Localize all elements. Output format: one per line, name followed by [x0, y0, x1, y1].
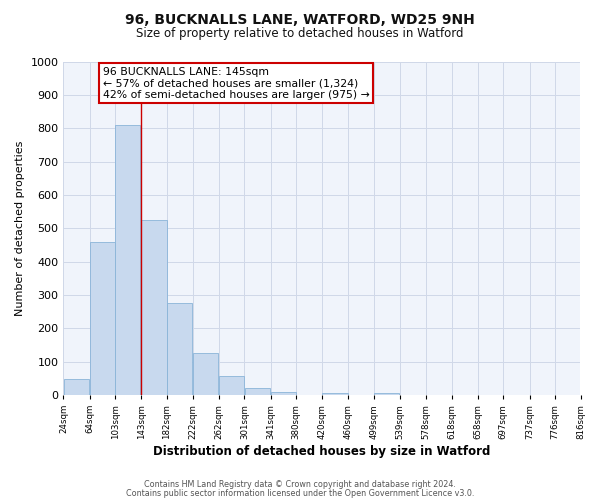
Text: Size of property relative to detached houses in Watford: Size of property relative to detached ho… — [136, 28, 464, 40]
Text: Contains public sector information licensed under the Open Government Licence v3: Contains public sector information licen… — [126, 488, 474, 498]
Bar — [245, 388, 270, 395]
Bar — [64, 380, 89, 395]
Bar — [322, 392, 347, 395]
X-axis label: Distribution of detached houses by size in Watford: Distribution of detached houses by size … — [153, 444, 491, 458]
Bar — [167, 304, 192, 395]
Bar — [271, 392, 296, 395]
Bar — [90, 242, 115, 395]
Bar — [115, 125, 140, 395]
Bar — [374, 394, 399, 395]
Bar — [193, 354, 218, 395]
Y-axis label: Number of detached properties: Number of detached properties — [15, 140, 25, 316]
Text: Contains HM Land Registry data © Crown copyright and database right 2024.: Contains HM Land Registry data © Crown c… — [144, 480, 456, 489]
Text: 96, BUCKNALLS LANE, WATFORD, WD25 9NH: 96, BUCKNALLS LANE, WATFORD, WD25 9NH — [125, 12, 475, 26]
Text: 96 BUCKNALLS LANE: 145sqm
← 57% of detached houses are smaller (1,324)
42% of se: 96 BUCKNALLS LANE: 145sqm ← 57% of detac… — [103, 66, 370, 100]
Bar — [142, 220, 167, 395]
Bar — [219, 376, 244, 395]
